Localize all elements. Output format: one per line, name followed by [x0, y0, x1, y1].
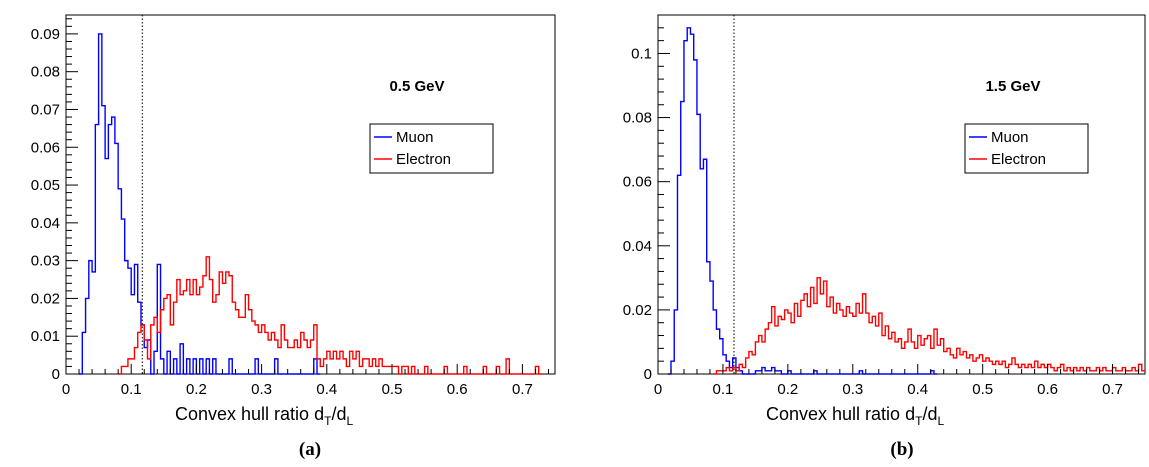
- y-tick-label: 0.02: [623, 302, 652, 319]
- energy-annotation: 1.5 GeV: [985, 78, 1040, 95]
- legend-box: [369, 123, 494, 174]
- x-axis-title: Convex hull ratio dT/dL: [175, 404, 353, 428]
- x-tick-label: 0.5: [382, 381, 403, 398]
- x-tick-label: 0.5: [972, 381, 993, 398]
- x-tick-label: 0.3: [842, 381, 863, 398]
- x-tick-label: 0.6: [447, 381, 468, 398]
- y-tick-label: 0: [52, 366, 60, 383]
- x-axis-title-subscript: L: [346, 414, 353, 428]
- y-tick-label: 0.06: [623, 174, 652, 191]
- x-tick-label: 0: [654, 381, 662, 398]
- x-tick-label: 0: [62, 381, 70, 398]
- y-tick-label: 0.03: [31, 253, 60, 270]
- y-tick-label: 0.04: [31, 215, 60, 232]
- panel-label: (a): [299, 439, 321, 460]
- x-tick-label: 0.2: [777, 381, 798, 398]
- y-tick-label: 0.01: [31, 328, 60, 345]
- x-axis-title-subscript: T: [915, 414, 923, 428]
- x-axis-title-subscript: L: [937, 414, 944, 428]
- x-tick-label: 0.2: [186, 381, 207, 398]
- x-axis-title-part: Convex hull ratio d: [766, 404, 915, 424]
- y-tick-label: 0.02: [31, 290, 60, 307]
- x-axis-title-subscript: T: [324, 414, 332, 428]
- x-tick-label: 0.3: [251, 381, 272, 398]
- panel-b: 0 0.1 0.2 0.3 0.4 0.5 0.6 0.7 0 0.02 0.04 0.06 0.08 0…: [623, 14, 1146, 460]
- y-tick-label: 0.08: [31, 64, 60, 81]
- histogram-electron: [713, 277, 1145, 375]
- x-tick-label: 0.7: [512, 381, 533, 398]
- energy-annotation: 0.5 GeV: [389, 78, 444, 95]
- y-tick-label: 0.07: [31, 101, 60, 118]
- y-tick-label: 0.05: [31, 177, 60, 194]
- x-tick-label: 0.4: [316, 381, 337, 398]
- x-tick-label: 0.1: [713, 381, 734, 398]
- y-tick-label: 0.09: [31, 26, 60, 43]
- x-axis-title-part: /d: [331, 404, 346, 424]
- y-tick-label: 0.08: [623, 110, 652, 127]
- legend-label-electron: Electron: [396, 151, 451, 168]
- histogram-muon: [79, 33, 321, 375]
- y-tick-label: 0.06: [31, 139, 60, 156]
- panel-a: 0 0.1 0.2 0.3 0.4 0.5 0.6 0.7 0 0.01 0.02 0.03 0.04 0…: [31, 14, 556, 460]
- x-axis-title-part: /d: [922, 404, 937, 424]
- legend-box: [964, 123, 1089, 174]
- y-tick-label: 0.1: [631, 45, 652, 62]
- x-tick-label: 0.1: [121, 381, 142, 398]
- x-tick-label: 0.7: [1102, 381, 1123, 398]
- histogram-electron: [118, 256, 542, 375]
- legend-label-muon: Muon: [991, 129, 1029, 146]
- x-tick-label: 0.4: [907, 381, 928, 398]
- y-tick-label: 0.04: [623, 238, 652, 255]
- x-axis-title-part: Convex hull ratio d: [175, 404, 324, 424]
- x-axis-title: Convex hull ratio dT/dL: [766, 404, 944, 428]
- y-tick-label: 0: [644, 366, 652, 383]
- panel-label: (b): [890, 439, 913, 460]
- x-tick-label: 0.6: [1037, 381, 1058, 398]
- legend-label-electron: Electron: [991, 151, 1046, 168]
- legend-label-muon: Muon: [396, 129, 434, 146]
